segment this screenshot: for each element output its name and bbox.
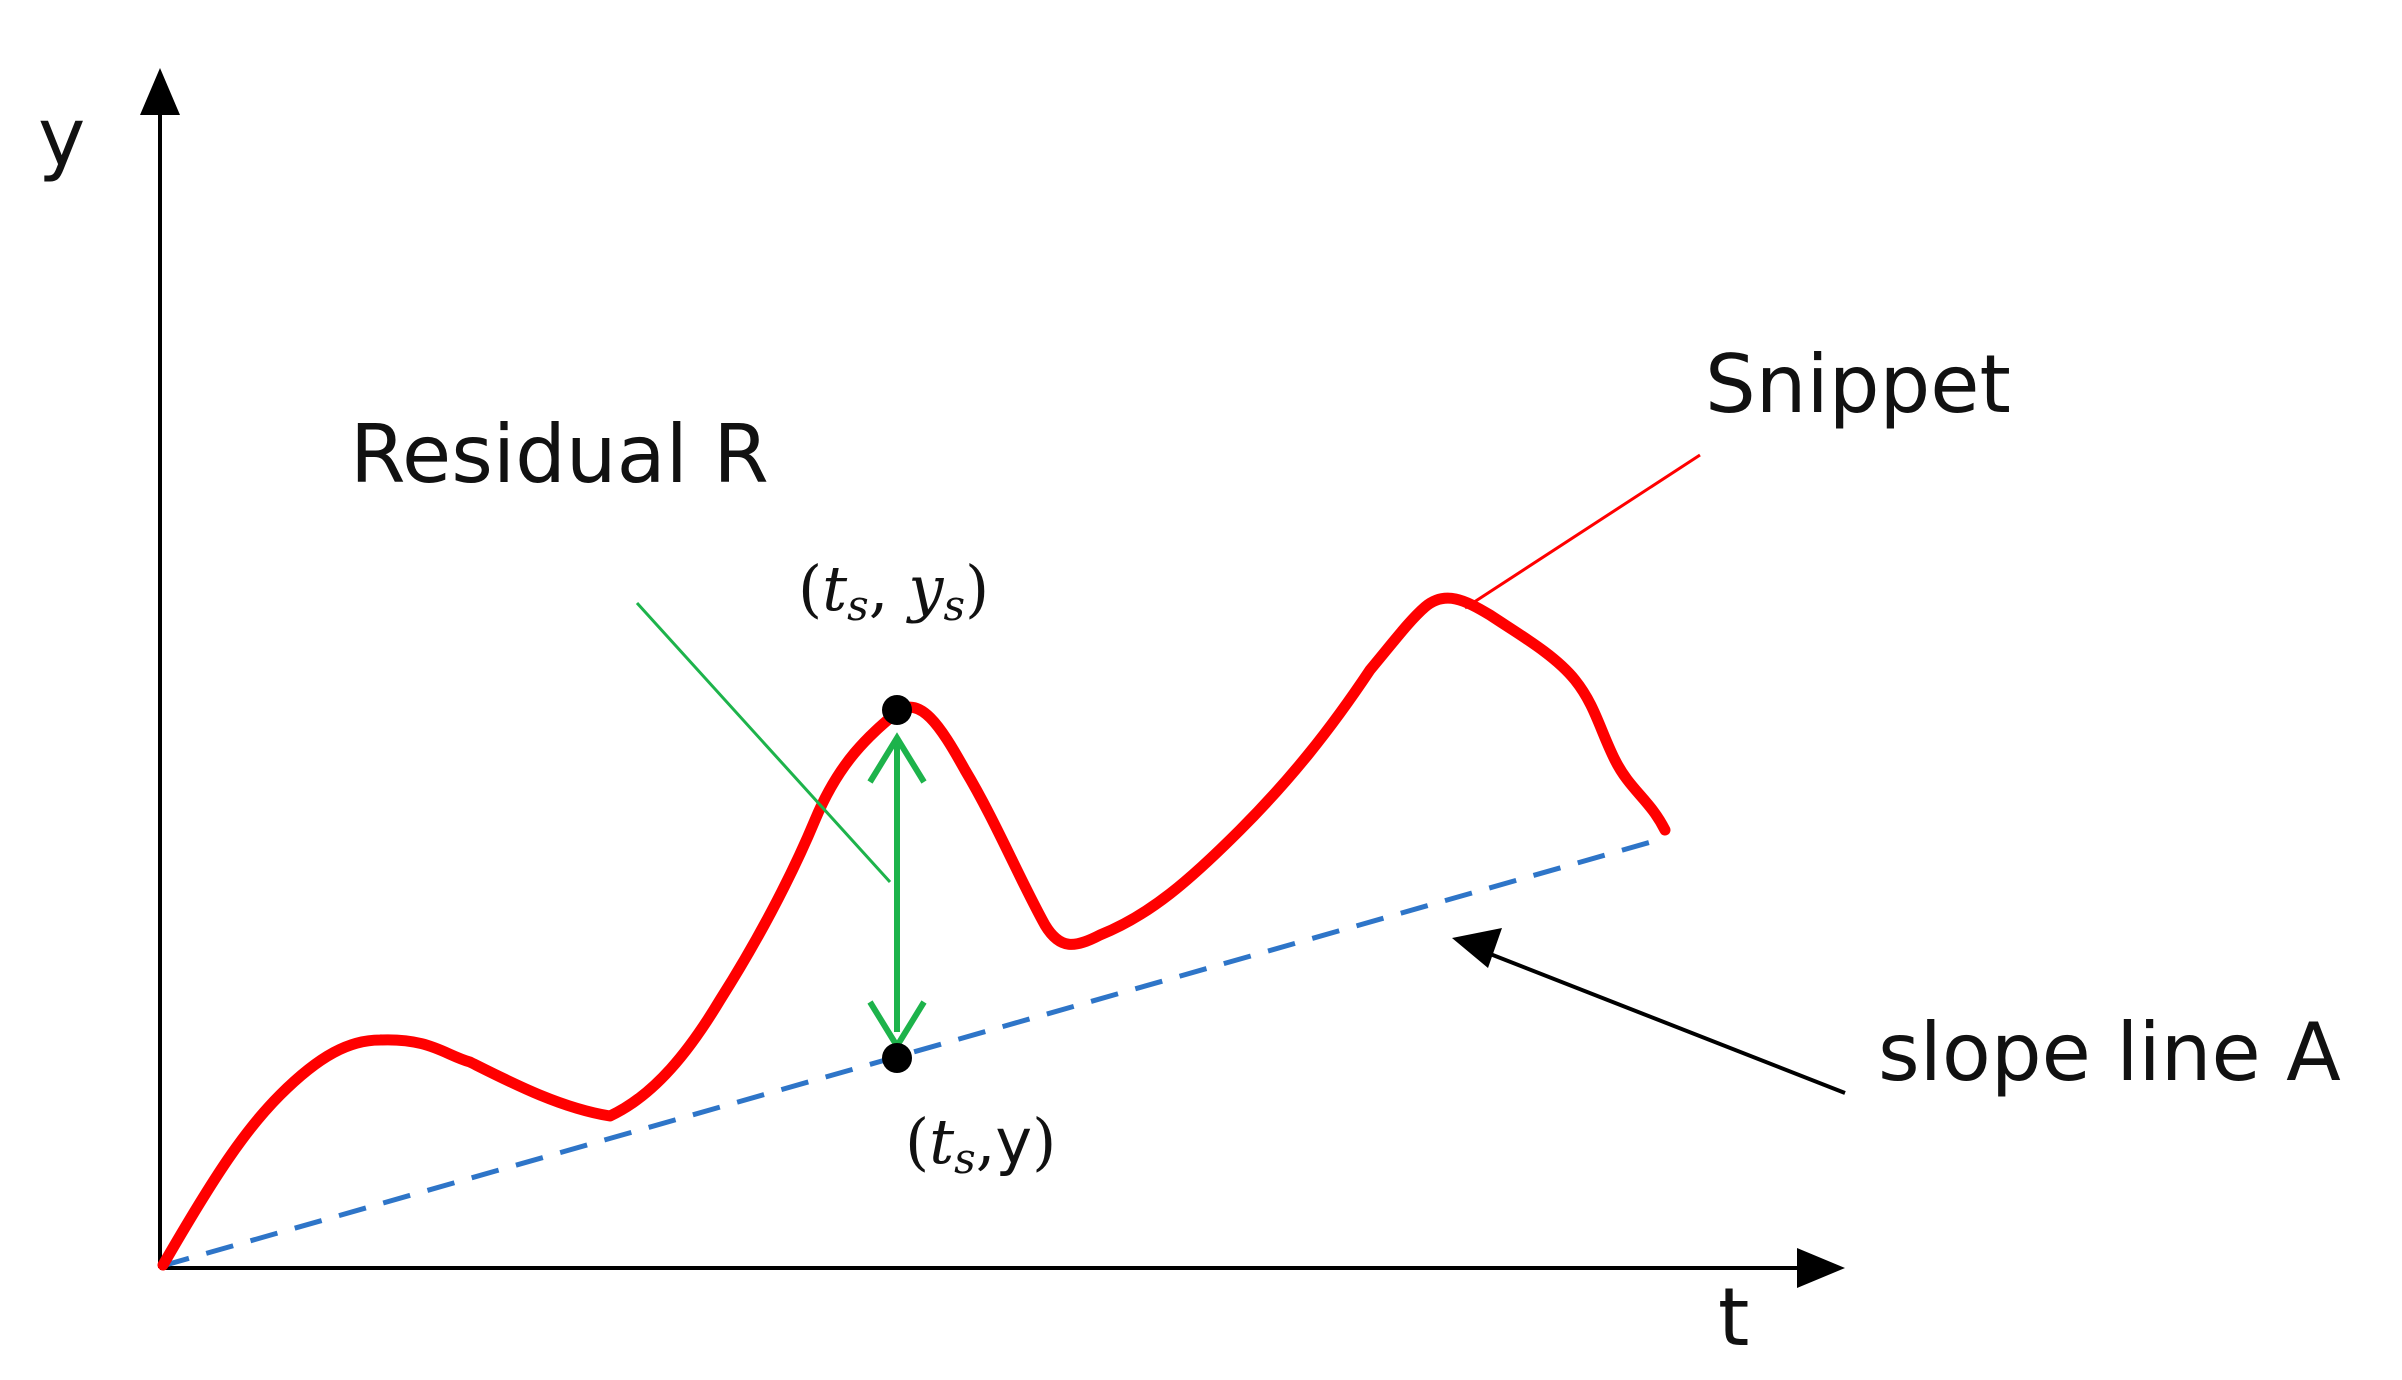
peak-y: y bbox=[905, 552, 944, 625]
residual-arrow-head-top bbox=[867, 732, 927, 784]
y-axis-arrowhead bbox=[140, 68, 180, 115]
residual-label: Residual R bbox=[350, 408, 769, 501]
snippet-curve bbox=[163, 690, 940, 1265]
peak-comma: , bbox=[869, 552, 889, 625]
peak-point-label: (ts, ys) bbox=[798, 552, 989, 630]
base-ts-subscript: s bbox=[954, 1134, 976, 1183]
residual-arrow bbox=[867, 732, 927, 1052]
slope-line-pointer-shaft bbox=[1479, 948, 1846, 1095]
base-t: t bbox=[929, 1105, 954, 1178]
slope-line-label: slope line A bbox=[1878, 1006, 2341, 1099]
axes bbox=[140, 68, 1845, 1288]
base-point-label: (ts,y) bbox=[905, 1105, 1056, 1183]
x-axis-arrowhead bbox=[1797, 1248, 1845, 1288]
snippet-curve-main bbox=[157, 592, 1671, 1271]
snippet-label: Snippet bbox=[1705, 338, 2011, 431]
peak-t: t bbox=[822, 552, 847, 625]
base-close-paren: ) bbox=[1032, 1105, 1056, 1178]
peak-close-paren: ) bbox=[965, 552, 989, 625]
base-open-paren: ( bbox=[905, 1105, 929, 1178]
x-axis-label: t bbox=[1718, 1271, 1749, 1364]
peak-ys-subscript: s bbox=[943, 581, 965, 630]
peak-open-paren: ( bbox=[798, 552, 822, 625]
base-comma: , bbox=[976, 1105, 996, 1178]
slope-line-pointer-head bbox=[1452, 928, 1502, 968]
residual-leader-line bbox=[635, 601, 892, 884]
slope-line-pointer bbox=[1452, 928, 1846, 1095]
slope-line-a bbox=[161, 835, 1666, 1269]
snippet-leader-line bbox=[1464, 453, 1701, 610]
base-y: y bbox=[995, 1105, 1032, 1178]
peak-ts-subscript: s bbox=[847, 581, 869, 630]
y-axis-label: y bbox=[38, 91, 85, 184]
base-point bbox=[882, 1043, 912, 1073]
peak-point bbox=[882, 695, 912, 725]
